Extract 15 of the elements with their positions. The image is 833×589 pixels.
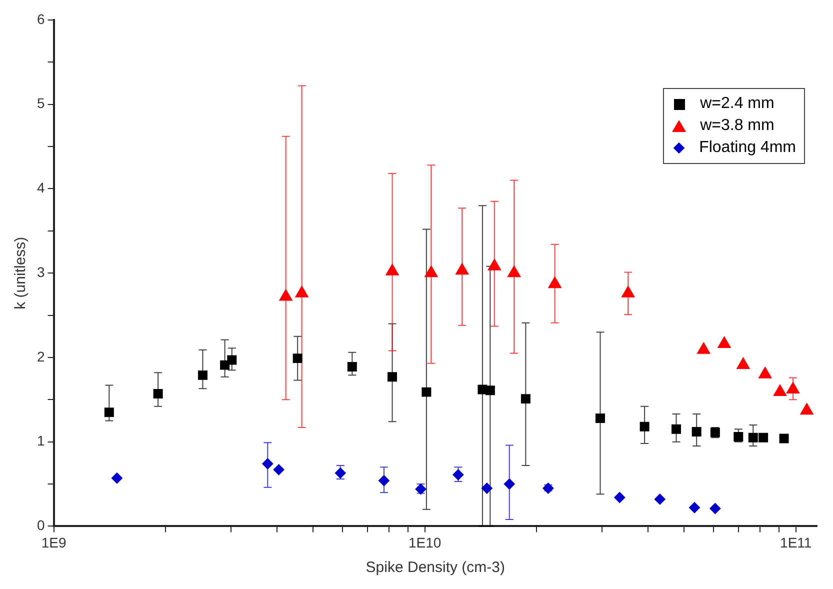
y-tick-label: 6 [36,10,45,27]
y-tick-label: 2 [36,348,45,364]
y-tick-label: 3 [36,264,45,280]
x-tick-label: 1E11 [780,534,812,550]
y-tick-label: 4 [36,180,45,196]
legend-label: w=2.4 mm [700,94,774,114]
x-tick-label: 1E10 [408,534,442,550]
x-tick-label: 1E9 [41,534,66,550]
y-tick-label: 0 [36,517,45,534]
legend-label: Floating 4mm [699,138,796,158]
x-axis-title: Spike Density (cm-3) [366,559,505,576]
y-axis-title: k (unitless) [12,236,30,310]
legend-label: w=3.8 mm [700,116,774,136]
y-tick-label: 1 [36,432,45,449]
y-tick-label: 5 [36,95,45,112]
